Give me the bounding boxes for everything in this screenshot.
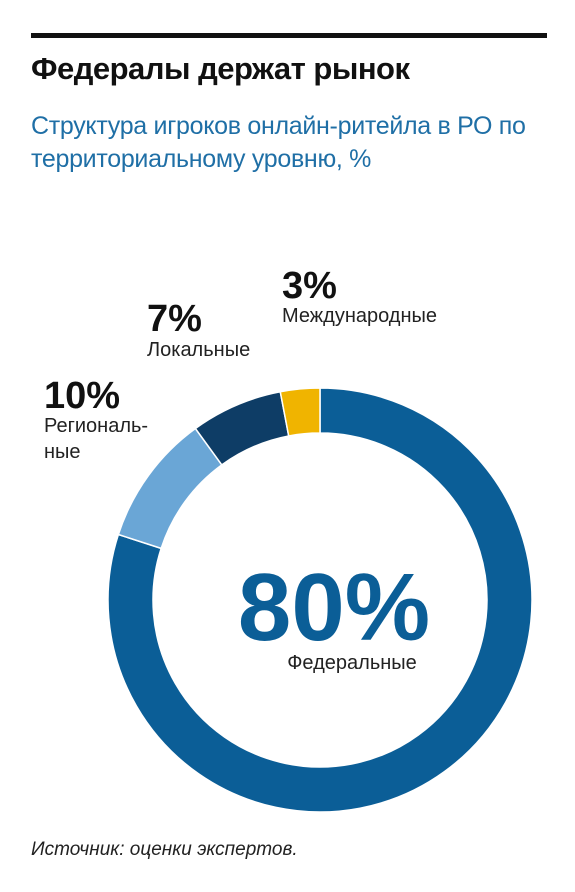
donut-slice-regional: [117, 427, 223, 550]
slice-label-regional-line2: ные: [44, 441, 81, 463]
slice-value-local: 7%: [147, 298, 202, 340]
donut-slice-international: [279, 387, 321, 437]
donut-slices: [107, 387, 533, 813]
slice-value-federal: 80%: [238, 554, 430, 661]
slice-value-regional: 10%: [44, 375, 120, 417]
source-note: Источник: оценки экспертов.: [31, 839, 298, 860]
slice-label-local: Локальные: [147, 339, 250, 361]
slice-label-federal: Федеральные: [287, 652, 417, 674]
slice-value-international: 3%: [282, 265, 337, 307]
top-rule: [31, 33, 547, 38]
chart-title: Федералы держат рынок: [31, 51, 410, 86]
chart-subtitle: Структура игроков онлайн-ритейла в РО по…: [31, 112, 526, 173]
slice-label-regional-line1: Региональ-: [44, 415, 148, 437]
donut-slice-federal: [107, 387, 533, 813]
slice-label-international: Международные: [282, 305, 437, 327]
